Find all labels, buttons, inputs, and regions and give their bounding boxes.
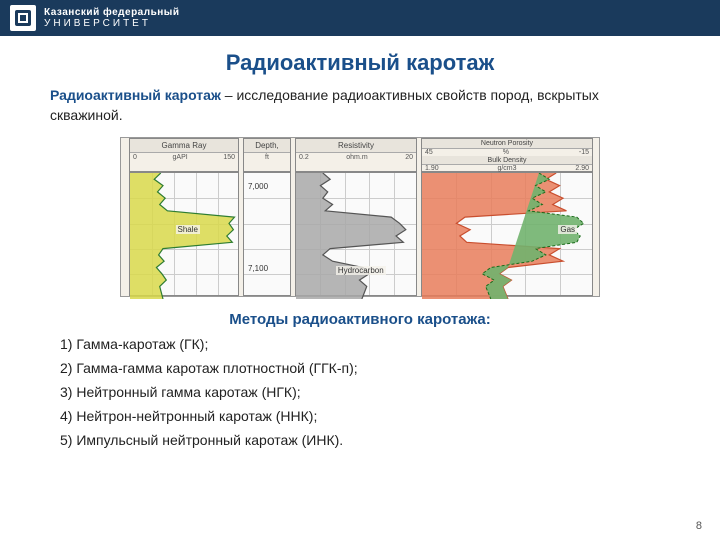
page-title: Радиоактивный каротаж <box>0 50 720 76</box>
diagram-container: Gamma Ray0gAPI150ShaleDepth,ft7,0007,100… <box>0 137 720 297</box>
methods-title: Методы радиоактивного каротажа: <box>0 311 720 328</box>
page-number: 8 <box>696 520 702 532</box>
method-item: 5) Импульсный нейтронный каротаж (ИНК). <box>60 432 660 448</box>
logo-line2: УНИВЕРСИТЕТ <box>44 18 179 29</box>
methods-list: 1) Гамма-каротаж (ГК); 2) Гамма-гамма ка… <box>0 328 720 448</box>
header-bar: Казанский федеральный УНИВЕРСИТЕТ <box>0 0 720 36</box>
logo-line1: Казанский федеральный <box>44 7 179 18</box>
logo-text: Казанский федеральный УНИВЕРСИТЕТ <box>44 7 179 29</box>
method-item: 1) Гамма-каротаж (ГК); <box>60 336 660 352</box>
logo-block: Казанский федеральный УНИВЕРСИТЕТ <box>10 5 179 31</box>
well-log-diagram: Gamma Ray0gAPI150ShaleDepth,ft7,0007,100… <box>120 137 600 297</box>
intro-bold: Радиоактивный каротаж <box>50 87 221 103</box>
method-item: 3) Нейтронный гамма каротаж (НГК); <box>60 384 660 400</box>
intro-text: Радиоактивный каротаж – исследование рад… <box>0 76 720 133</box>
method-item: 2) Гамма-гамма каротаж плотностной (ГГК-… <box>60 360 660 376</box>
university-logo-icon <box>10 5 36 31</box>
method-item: 4) Нейтрон-нейтронный каротаж (ННК); <box>60 408 660 424</box>
